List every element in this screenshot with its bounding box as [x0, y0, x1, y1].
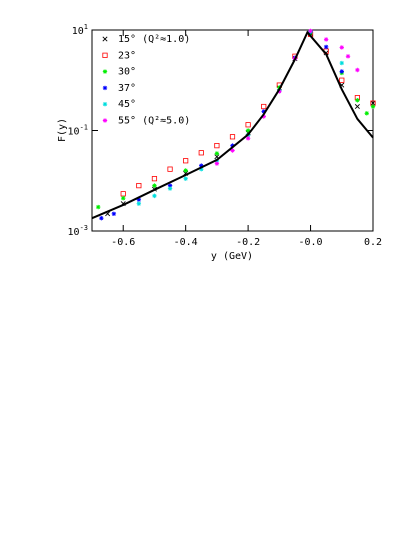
data-point	[183, 158, 189, 164]
data-point	[136, 183, 142, 189]
data-point	[354, 104, 360, 110]
y-axis-label: F(y)	[57, 118, 68, 142]
data-point	[99, 215, 104, 221]
data-point	[355, 98, 360, 103]
data-point	[323, 37, 329, 42]
data-point	[111, 211, 117, 216]
data-point	[167, 166, 173, 172]
x-tick-label: 0.2	[364, 237, 382, 248]
data-point	[277, 89, 282, 94]
y-tick-label: 10-1	[68, 124, 88, 138]
data-point	[370, 100, 376, 106]
y-tick-label: 101	[72, 23, 88, 37]
data-point	[261, 114, 266, 119]
data-point	[345, 54, 351, 59]
data-point	[183, 176, 188, 181]
data-point	[167, 186, 173, 191]
y-tick-label: 10-3	[68, 224, 88, 238]
data-point	[167, 183, 173, 188]
legend-marker	[102, 102, 108, 107]
data-point	[214, 143, 220, 149]
data-point	[370, 104, 376, 109]
data-point	[245, 122, 251, 128]
legend-label: 30°	[118, 67, 136, 78]
x-tick-label: -0.2	[236, 237, 260, 248]
data-point	[136, 197, 142, 202]
y-tick-base: 10	[68, 127, 80, 138]
legend-marker	[102, 52, 108, 58]
data-point	[339, 60, 344, 66]
data-point	[152, 193, 157, 199]
x-tick-label: -0.0	[299, 237, 323, 248]
data-point	[199, 166, 204, 172]
x-tick-label: -0.4	[174, 237, 198, 248]
x-axis-label: y (GeV)	[211, 251, 253, 262]
legend-label: 23°	[118, 50, 136, 61]
y-tick-exponent: -1	[80, 124, 88, 132]
legend-marker	[102, 85, 108, 91]
data-point	[261, 103, 267, 110]
data-point	[121, 195, 126, 201]
legend-marker	[102, 36, 108, 42]
y-tick-base: 10	[68, 227, 80, 238]
data-point	[339, 45, 344, 50]
data-point	[183, 168, 188, 173]
legend-label: 37°	[118, 83, 136, 94]
y-tick-exponent: 1	[84, 23, 88, 31]
data-point	[230, 148, 235, 153]
data-point	[339, 69, 344, 74]
x-tick-label: -0.6	[111, 237, 135, 248]
data-point	[229, 134, 236, 140]
legend-label: 45°	[118, 99, 136, 110]
legend-marker	[102, 69, 108, 74]
data-point	[355, 67, 360, 73]
data-point	[230, 143, 235, 148]
data-point	[152, 183, 157, 188]
data-point	[199, 163, 204, 168]
data-point	[136, 201, 142, 206]
data-point	[364, 111, 369, 116]
fit-curve	[91, 30, 374, 220]
data-point	[245, 136, 251, 141]
y-tick-base: 10	[72, 26, 84, 37]
data-point	[96, 204, 101, 210]
data-point	[120, 191, 126, 197]
data-point	[245, 128, 251, 133]
data-point	[261, 109, 266, 114]
legend-marker	[102, 118, 108, 123]
legend-label: 15° (Q²≈1.0)	[118, 34, 190, 45]
data-point	[214, 161, 220, 166]
data-point	[151, 176, 158, 182]
data-point	[323, 44, 329, 50]
data-point	[308, 28, 313, 34]
legend-label: 55° (Q²≈5.0)	[118, 116, 190, 127]
y-tick-exponent: -3	[80, 224, 88, 232]
data-point	[339, 77, 345, 83]
data-point	[198, 150, 204, 156]
data-point	[214, 151, 220, 156]
